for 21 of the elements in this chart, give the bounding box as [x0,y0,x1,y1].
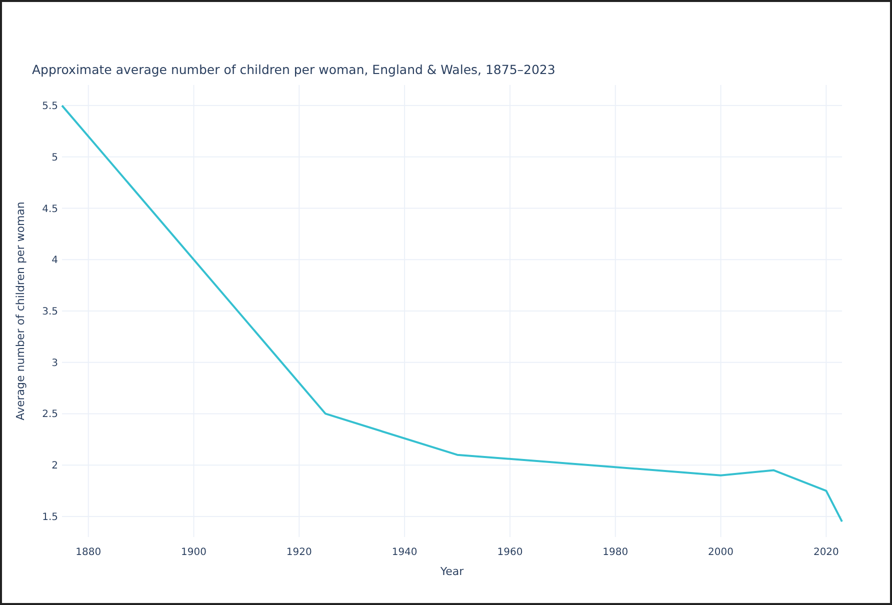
chart-title: Approximate average number of children per woman, England & Wales, 1875–2023 [32,62,556,77]
y-tick-label: 4 [52,255,58,266]
y-axis-title: Average number of children per woman [14,202,27,420]
y-tick-label: 2.5 [42,409,58,420]
y-tick-label: 3 [52,358,58,369]
y-tick-label: 1.5 [42,512,58,523]
y-tick-label: 2 [52,460,58,472]
y-tick-label: 3.5 [42,306,58,318]
x-tick-label: 2000 [708,547,734,558]
x-tick-label: 1960 [497,547,523,558]
x-tick-label: 1980 [602,547,628,558]
x-axis-title: Year [439,565,464,578]
x-tick-label: 1920 [286,547,312,558]
x-tick-label: 1940 [392,547,418,558]
y-tick-label: 5 [52,152,58,164]
y-tick-label: 5.5 [42,101,58,112]
x-tick-label: 1880 [76,547,102,558]
line-series [61,104,843,523]
x-tick-label: 2020 [813,547,839,558]
y-tick-label: 4.5 [42,204,58,215]
x-tick-label: 1900 [181,547,206,558]
